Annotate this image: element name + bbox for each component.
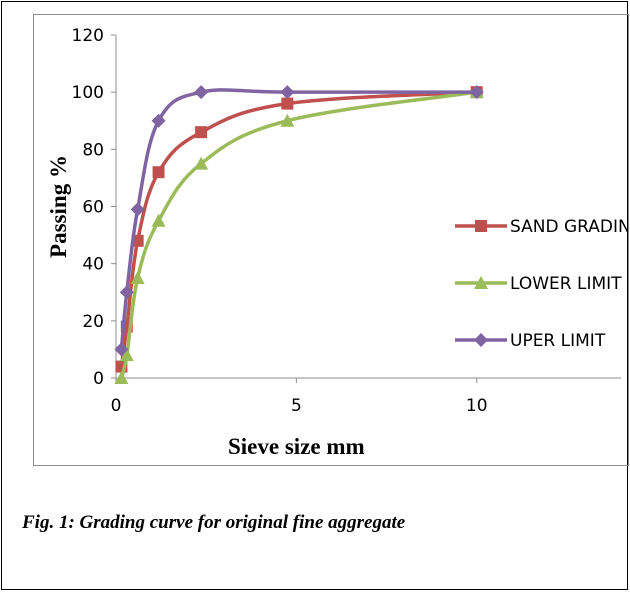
y-tick-label: 0 [93, 369, 104, 389]
legend-item: SAND GRADING [455, 217, 629, 237]
y-tick-label: 20 [82, 312, 104, 332]
x-ticks: 0 5 10 [111, 378, 488, 416]
y-tick-label: 40 [82, 255, 104, 275]
legend: SAND GRADING LOWER LIMIT UPER LIMIT [455, 217, 629, 351]
data-point [151, 213, 166, 227]
legend-label: UPER LIMIT [510, 331, 606, 351]
y-tick-label: 60 [82, 198, 104, 218]
data-point [151, 113, 166, 128]
series-line [119, 90, 477, 379]
series-sand-grading [115, 86, 483, 373]
legend-marker [474, 276, 488, 289]
data-point [280, 113, 295, 127]
data-point [281, 97, 294, 110]
data-point [114, 342, 129, 357]
legend-item: LOWER LIMIT [455, 274, 622, 294]
x-axis-title: Sieve size mm [228, 434, 365, 459]
y-ticks: 0 20 40 60 80 100 120 [72, 26, 116, 389]
data-point [130, 270, 145, 284]
x-tick-label: 0 [111, 396, 122, 416]
y-tick-label: 120 [72, 26, 104, 46]
legend-item: UPER LIMIT [455, 331, 606, 351]
y-tick-label: 80 [82, 140, 104, 160]
data-point [280, 85, 295, 100]
data-point [194, 85, 209, 100]
figure-caption: Fig. 1: Grading curve for original fine … [22, 512, 406, 533]
data-point [194, 156, 209, 170]
series-uper-limit [114, 85, 484, 357]
x-tick-label: 5 [291, 396, 302, 416]
y-tick-label: 100 [72, 83, 104, 103]
data-point [119, 285, 134, 300]
data-point [195, 126, 208, 139]
series-line [119, 90, 477, 367]
axes [115, 35, 621, 379]
chart-area: 0 20 40 60 80 100 120 0 5 10 SAND GRADING LOWER L… [33, 14, 629, 466]
data-point [119, 348, 134, 362]
legend-marker [474, 333, 488, 347]
data-point [130, 202, 145, 217]
data-point [469, 85, 484, 100]
legend-marker [475, 220, 487, 232]
data-point [114, 371, 129, 384]
series-layer [114, 85, 484, 384]
data-point [152, 166, 165, 179]
y-axis-title: Passing % [46, 155, 71, 258]
legend-label: LOWER LIMIT [510, 274, 622, 294]
series-line [119, 88, 477, 350]
grading-chart: 0 20 40 60 80 100 120 0 5 10 SAND GRADING LOWER L… [46, 26, 629, 459]
legend-label: SAND GRADING [510, 217, 629, 237]
series-lower-limit [114, 85, 484, 384]
x-tick-label: 10 [466, 396, 488, 416]
